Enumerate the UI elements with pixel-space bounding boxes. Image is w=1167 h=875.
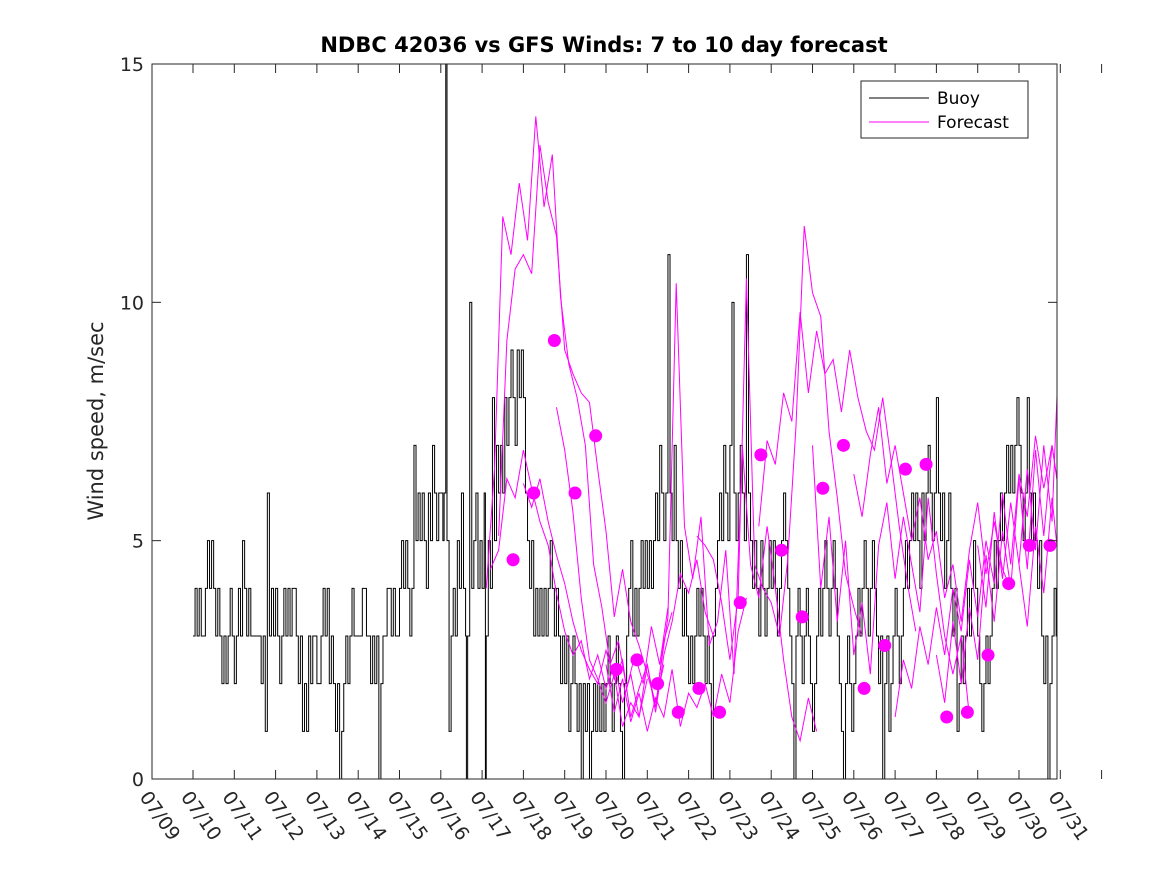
forecast-marker [940, 710, 954, 724]
y-tick-label: 0 [132, 769, 144, 791]
forecast-series-line-3 [498, 144, 665, 703]
forecast-series-line-7 [659, 283, 818, 743]
forecast-marker [630, 653, 644, 667]
forecast-marker [981, 648, 995, 662]
forecast-marker [609, 662, 623, 676]
forecast-series-line-8 [696, 226, 863, 660]
legend-label-forecast: Forecast [937, 113, 1009, 133]
forecast-marker [547, 333, 561, 347]
forecast-marker [713, 705, 727, 719]
forecast-series-line-5 [555, 407, 714, 727]
forecast-series-line-12 [894, 435, 1057, 718]
forecast-marker [878, 639, 892, 653]
forecast-marker [775, 543, 789, 557]
forecast-marker [857, 681, 871, 695]
forecast-series-line-6 [605, 597, 747, 732]
y-tick-label: 5 [132, 531, 144, 553]
y-axis-label: Wind speed, m/sec [84, 321, 108, 520]
forecast-series-line-11 [853, 407, 1012, 622]
forecast-marker [527, 486, 541, 500]
forecast-marker [816, 481, 830, 495]
forecast-series-line-10 [812, 445, 970, 718]
forecast-marker [1043, 538, 1057, 552]
y-tick-label: 15 [120, 54, 144, 76]
forecast-marker [754, 448, 768, 462]
forecast-series-line-9 [758, 311, 917, 632]
forecast-marker [692, 681, 706, 695]
forecast-marker [1022, 538, 1036, 552]
forecast-marker [671, 705, 685, 719]
forecast-marker [651, 677, 665, 691]
forecast-marker [836, 438, 850, 452]
forecast-marker [733, 596, 747, 610]
forecast-series-line-14 [977, 382, 1057, 608]
forecast-marker [506, 553, 520, 567]
forecast-series-line-1 [489, 449, 648, 718]
buoy-series-line [193, 64, 1057, 779]
forecast-marker [898, 462, 912, 476]
forecast-marker [795, 610, 809, 624]
plot-data [193, 64, 1057, 779]
forecast-marker [1002, 577, 1016, 591]
legend-label-buoy: Buoy [937, 89, 980, 109]
forecast-marker [919, 457, 933, 471]
forecast-marker [568, 486, 582, 500]
forecast-series-line-15 [1018, 497, 1057, 627]
y-tick-label: 10 [120, 292, 144, 314]
legend: Buoy Forecast [860, 80, 1029, 139]
chart-title: NDBC 42036 vs GFS Winds: 7 to 10 day for… [320, 33, 887, 57]
forecast-marker [960, 705, 974, 719]
legend-box [860, 80, 1029, 139]
plot-frame [151, 63, 1058, 780]
forecast-marker [589, 429, 603, 443]
